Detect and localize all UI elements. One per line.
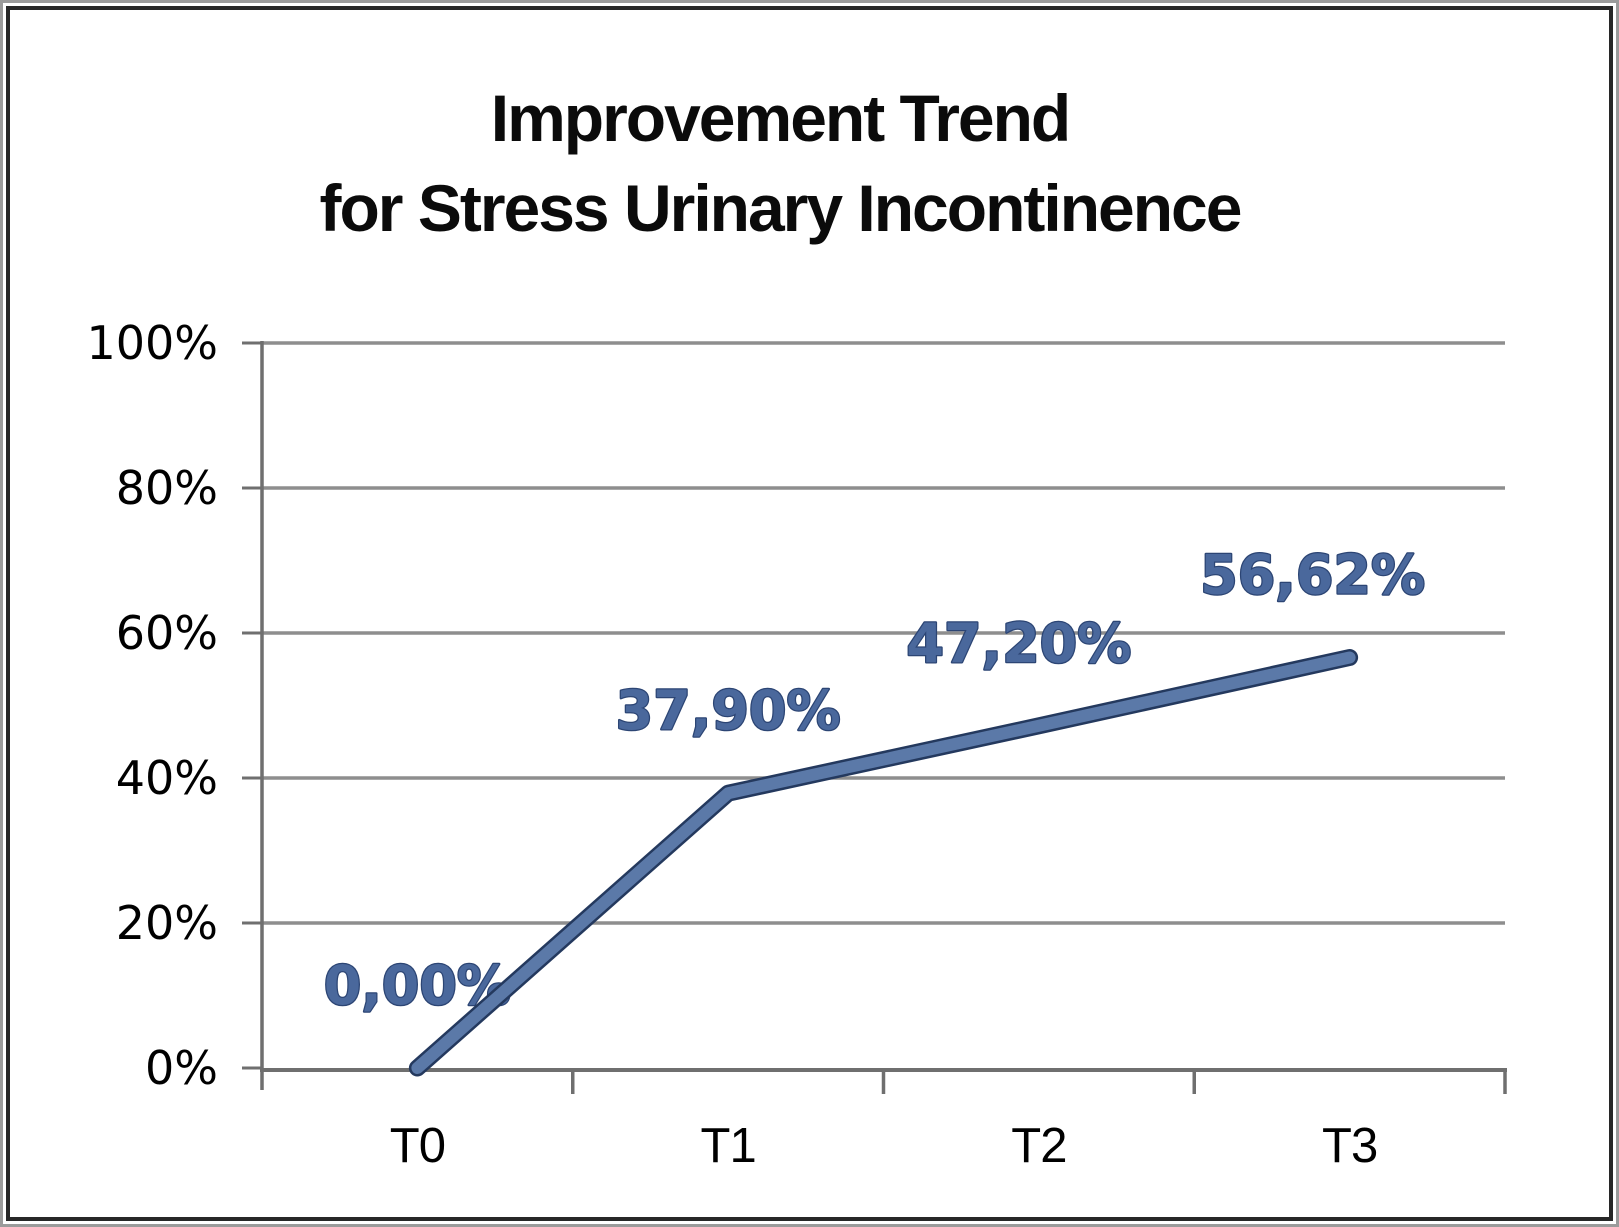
y-tick-label: 80% xyxy=(116,461,218,515)
data-label: 47,20% xyxy=(906,612,1131,675)
chart-title-line-2: for Stress Urinary Incontinence xyxy=(320,171,1241,245)
y-tick-label: 0% xyxy=(145,1041,218,1095)
x-category-label: T2 xyxy=(1011,1119,1066,1173)
y-tick-label: 20% xyxy=(116,896,218,950)
data-label: 37,90% xyxy=(616,679,841,742)
x-category-label: T1 xyxy=(701,1119,756,1173)
plot-area: 0%20%40%60%80%100%T0 T1 T2 T30,00%37,90%47,… xyxy=(86,316,1507,1173)
y-tick-label: 60% xyxy=(116,606,218,660)
figure-inner-border xyxy=(6,6,1613,1221)
x-category-label: T0 xyxy=(390,1119,445,1173)
trend-line xyxy=(411,651,1356,1074)
chart-title-line-1: Improvement Trend xyxy=(491,81,1069,155)
x-category-label: T3 xyxy=(1322,1119,1377,1173)
data-label: 56,62% xyxy=(1200,544,1425,607)
y-tick-label: 40% xyxy=(116,751,218,805)
y-tick-label: 100% xyxy=(86,316,218,370)
